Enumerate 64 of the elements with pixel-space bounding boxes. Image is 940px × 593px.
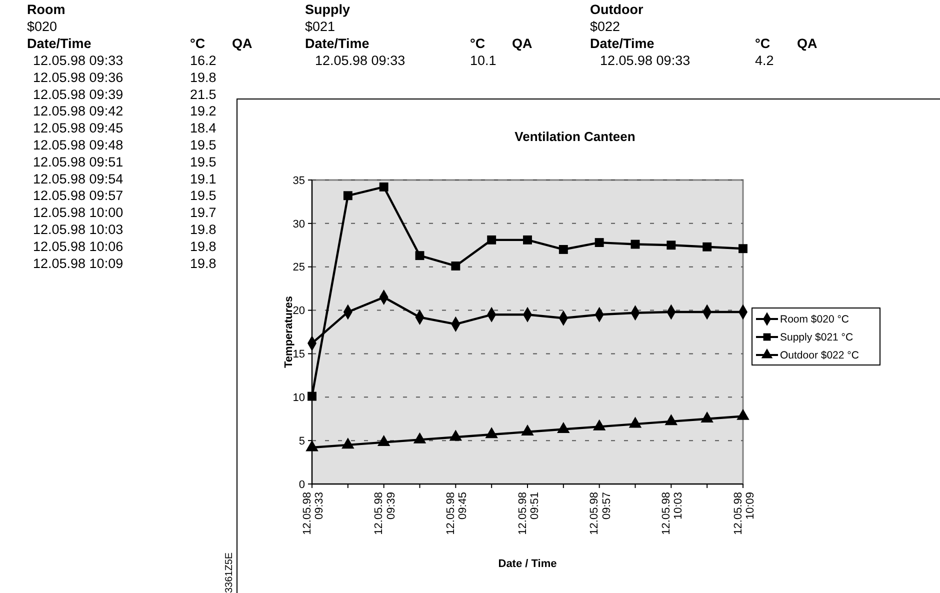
- text: Date/Time °C QA Date/Time °C QA Date/Time °C QA: [27, 36, 818, 51]
- text: 12.05.98 09:45 18.4: [33, 120, 216, 136]
- text: 3361Z5E: [224, 552, 235, 593]
- x-tick-label: 12.05.98 09:45: [445, 492, 470, 535]
- text: 12.05.98 09:42 19.2: [33, 104, 216, 119]
- point: [485, 427, 498, 438]
- point: [343, 191, 352, 200]
- text: 12.05.98 09:51 19.5: [33, 154, 216, 170]
- x-tick-label: 12.05.98 09:39: [373, 492, 398, 535]
- legend-label: Room $020 °C: [780, 314, 850, 326]
- y-tick-label: 0: [298, 478, 305, 491]
- y-tick-label: 15: [292, 348, 305, 361]
- x-tick-label: 12.05.98 09:51: [516, 492, 541, 535]
- point: [700, 412, 714, 423]
- point: [413, 432, 426, 444]
- point: [451, 262, 460, 270]
- legend-label: Outdoor $022 °C: [780, 350, 860, 362]
- x-axis-title: Date / Time: [498, 558, 557, 570]
- text: 12.05.98 09:57 19.5: [33, 188, 216, 204]
- point: [379, 182, 388, 192]
- point: [738, 244, 748, 254]
- point: [449, 430, 462, 441]
- point: [308, 392, 316, 401]
- point: [594, 238, 604, 248]
- y-tick-label: 10: [292, 392, 305, 404]
- chart-title: Ventilation Canteen: [514, 129, 636, 144]
- y-tick-label: 35: [292, 174, 305, 187]
- point: [558, 245, 568, 254]
- point: [521, 424, 534, 436]
- text: 12.05.98 10:06 19.8: [33, 238, 216, 254]
- x-tick-label: 12.05.98 10:09: [732, 492, 756, 535]
- x-tick-label: 12.05.98 09:57: [588, 492, 613, 535]
- y-axis-title: Temperatures: [283, 296, 295, 368]
- y-tick-label: 20: [292, 305, 305, 318]
- text: 12.05.98 10:03 19.8: [33, 222, 216, 237]
- text: 12.05.98 10:00 19.7: [33, 205, 216, 220]
- point: [628, 416, 642, 428]
- point: [377, 434, 390, 446]
- text: 12.05.98 10:09 19.8: [33, 256, 216, 271]
- point: [523, 235, 532, 244]
- point: [666, 240, 676, 250]
- point: [487, 235, 496, 244]
- point: [415, 251, 424, 260]
- point: [664, 414, 678, 426]
- point: [557, 422, 570, 433]
- text: Room Supply Outdoor: [27, 2, 644, 17]
- y-tick-label: 25: [292, 262, 305, 274]
- text: 12.05.98 09:48 19.5: [33, 138, 216, 152]
- text: 12.05.98 09:33 16.2 12.05.98 09:33 10.1 12.05.98 09:33 4.2: [33, 53, 774, 68]
- point: [630, 240, 640, 249]
- point: [342, 438, 354, 449]
- text: 12.05.98 09:39 21.5: [33, 86, 216, 102]
- point: [702, 242, 712, 252]
- y-tick-label: 5: [298, 435, 305, 448]
- text: $020 $021 $022: [27, 19, 620, 34]
- legend-label: Supply $021 °C: [780, 332, 854, 344]
- text: 12.05.98 09:36 19.8: [33, 70, 216, 85]
- point: [306, 440, 318, 452]
- point: [736, 408, 750, 420]
- x-tick-label: 12.05.98 10:03: [660, 492, 685, 535]
- point: [592, 419, 606, 430]
- text: 12.05.98 09:54 19.1: [33, 171, 216, 186]
- x-tick-label: 12.05.98 09:33: [301, 492, 326, 535]
- y-tick-label: 30: [292, 218, 305, 230]
